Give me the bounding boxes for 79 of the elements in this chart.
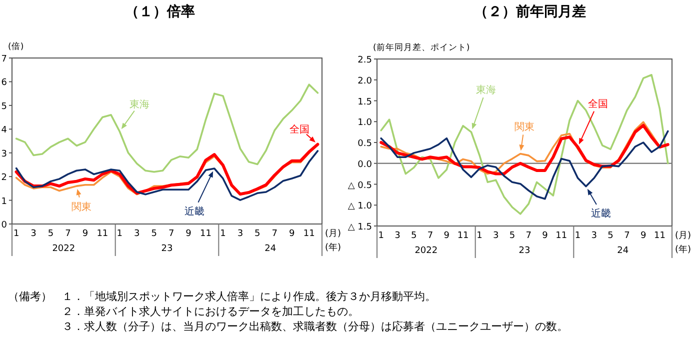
y-tick-label: 0: [1, 220, 8, 230]
y-axis-title: (前年同月差、ポイント): [373, 42, 470, 53]
text: 全国: [588, 98, 608, 110]
text: 2022: [52, 244, 76, 254]
x-tick-label: 5: [48, 229, 54, 239]
text: 24: [617, 246, 629, 256]
text: 2022: [414, 246, 438, 256]
x-tick-label: 1: [476, 231, 482, 241]
x-tick-label: 3: [237, 229, 244, 239]
text: 23: [518, 246, 530, 256]
y-axis-title: (倍): [8, 41, 24, 52]
y-tick-label: △ 0.5: [348, 180, 372, 191]
x-tick-label: 3: [492, 231, 499, 241]
x-tick-label: 7: [65, 229, 71, 239]
chart-title: （２）前年同月差: [474, 4, 586, 20]
y-tick-label: 1: [1, 196, 7, 207]
legend-label: 近畿: [590, 207, 611, 220]
x-tick-label: 7: [624, 231, 630, 241]
x-tick-label: 11: [556, 231, 568, 241]
y-tick-label: 0.5: [358, 139, 372, 149]
y-tick-label: 0.0: [358, 160, 372, 170]
y-tick-label: 1.0: [358, 118, 372, 128]
x-tick-label: 3: [394, 231, 400, 241]
x-tick-label: 7: [272, 229, 278, 239]
y-tick-label: 2.5: [358, 56, 372, 66]
y-tick-label: 3: [1, 149, 7, 160]
x-tick-label: 9: [444, 231, 450, 241]
text: ３．求人数（分子）は、当月のワーク出稿数、求職者数（分母）は応募者（ユニークユーザー）の数。: [62, 320, 568, 333]
x-tick-label: 7: [526, 231, 532, 241]
text: 関東: [514, 120, 534, 133]
x-tick-label: 3: [30, 229, 36, 239]
x-tick-label: 9: [640, 231, 646, 241]
y-tick-label: 6: [1, 78, 8, 88]
text: 24: [264, 244, 276, 254]
x-tick-label: 11: [457, 231, 469, 241]
y-tick-label: 7: [1, 54, 7, 64]
text: (月): [325, 229, 342, 239]
y-tick-label: 2: [1, 173, 7, 184]
x-tick-label: 9: [82, 229, 88, 239]
series-label: 近畿: [184, 206, 204, 218]
y-tick-label: 2.0: [358, 76, 372, 86]
text: １．「地域別スポットワーク求人倍率」により作成。後方３か月移動平均。: [62, 290, 436, 303]
y-tick-label: 1.5: [358, 97, 372, 108]
x-tick-label: 5: [151, 229, 157, 239]
x-tick-label: 11: [303, 229, 315, 239]
x-tick-label: 9: [186, 229, 192, 239]
series-label: 全国: [290, 123, 310, 136]
x-tick-label: 11: [96, 229, 108, 239]
text: （備考）: [8, 290, 52, 303]
chart-title: （１）倍率: [125, 3, 195, 20]
x-tick-label: 11: [200, 229, 212, 239]
x-tick-label: 5: [509, 231, 516, 241]
x-tick-label: 7: [427, 231, 434, 241]
text: (年): [325, 242, 342, 253]
x-tick-label: 1: [378, 231, 384, 241]
x-tick-label: 7: [168, 229, 174, 239]
text: 23: [161, 244, 173, 254]
x-tick-label: 1: [574, 231, 581, 241]
legend-label: 関東: [72, 201, 92, 214]
x-tick-label: 1: [116, 229, 123, 239]
text: (月): [675, 231, 691, 241]
x-tick-label: 9: [542, 231, 548, 241]
x-tick-label: 1: [220, 229, 226, 239]
x-tick-label: 5: [411, 231, 417, 241]
series-label: 東海: [130, 98, 150, 111]
x-tick-label: 1: [13, 229, 20, 239]
x-tick-label: 9: [288, 229, 295, 239]
y-tick-label: 4: [1, 126, 8, 136]
y-tick-label: 5: [1, 102, 7, 112]
y-tick-label: △ 1.0: [348, 202, 372, 212]
x-tick-label: 3: [134, 229, 140, 239]
x-tick-label: 5: [608, 231, 614, 241]
x-tick-label: 11: [654, 231, 666, 241]
text: (年): [675, 244, 691, 255]
text: 東海: [476, 84, 496, 96]
text: ２．単発バイト求人サイトにおけるデータを加工したもの。: [62, 305, 359, 318]
x-tick-label: 3: [591, 231, 598, 241]
y-tick-label: △ 1.5: [348, 222, 372, 232]
x-tick-label: 5: [254, 229, 260, 239]
